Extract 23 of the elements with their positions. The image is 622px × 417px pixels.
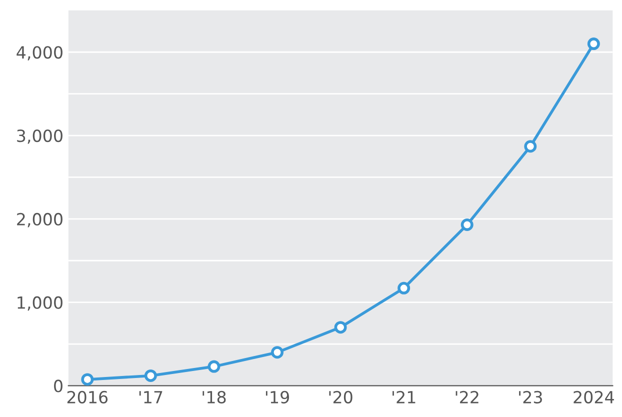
point [398, 282, 410, 294]
point [271, 346, 284, 359]
x-tick-label: '18 [202, 390, 226, 404]
y-tick-label: 4,000 [16, 46, 62, 60]
point [144, 369, 157, 382]
x-tick-label: '17 [139, 391, 162, 404]
x-tick-label: '19 [266, 390, 289, 404]
point [524, 140, 537, 153]
y-tick-label: 0 [54, 380, 62, 392]
x-tick-label: 2024 [574, 390, 614, 404]
point [334, 321, 347, 334]
point [587, 38, 600, 50]
point [81, 373, 94, 386]
point [208, 360, 220, 373]
x-tick-label: 2016 [67, 390, 108, 404]
x-tick-label: '20 [329, 390, 352, 404]
y-tick-label: 1,000 [18, 296, 62, 311]
x-tick-label: '21 [392, 390, 416, 404]
y-tick-label: 3,000 [17, 129, 62, 144]
y-tick-label: 2,000 [17, 212, 62, 228]
x-tick-label: '23 [519, 390, 542, 404]
point [460, 218, 474, 232]
x-tick-label: '22 [456, 390, 478, 404]
